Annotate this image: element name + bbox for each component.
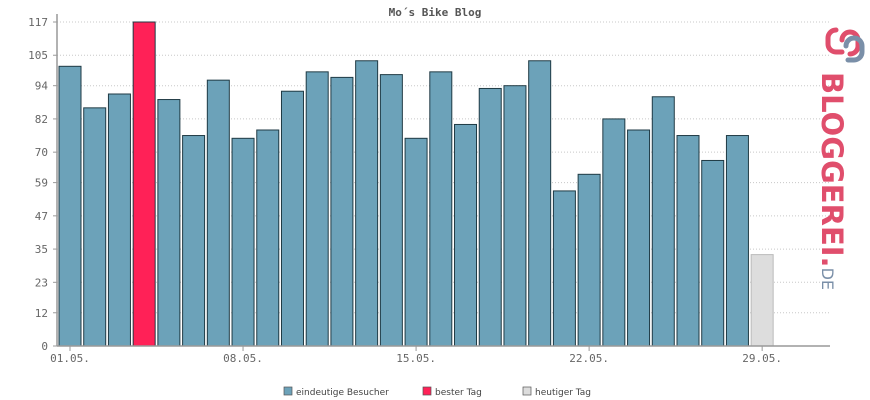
x-tick-labels: 01.05. 08.05. 15.05. 22.05. 29.05. (50, 346, 782, 365)
bar (627, 129, 651, 347)
y-tick-label: 105 (28, 49, 48, 62)
bloggerei-logo-icon (825, 27, 865, 63)
x-tick-label: 01.05. (50, 352, 90, 365)
x-tick-label: 22.05. (569, 352, 609, 365)
bar (701, 159, 725, 347)
bar (305, 71, 329, 347)
y-tick-label: 12 (35, 307, 48, 320)
legend-swatch (283, 386, 293, 396)
x-tick-label: 29.05. (742, 352, 782, 365)
y-tick-label: 117 (28, 16, 48, 29)
x-tick-label: 08.05. (223, 352, 263, 365)
bar (157, 99, 181, 347)
y-tick-label: 59 (35, 177, 48, 190)
y-tick-label: 47 (35, 210, 48, 223)
bars (58, 21, 774, 347)
bar (750, 254, 774, 347)
y-tick-label: 35 (35, 243, 48, 256)
y-tick-labels: 0 12 23 35 47 59 70 82 94 105 117 (28, 16, 48, 353)
bar (83, 107, 107, 347)
bar (231, 137, 255, 347)
bar (552, 190, 576, 347)
bar (132, 21, 156, 347)
bar (206, 79, 230, 347)
y-tick-label: 94 (35, 80, 49, 93)
legend-label: eindeutige Besucher (296, 388, 389, 398)
legend-item: eindeutige Besucher (283, 386, 389, 398)
axes (56, 14, 830, 347)
bar (478, 87, 502, 347)
y-tick-label: 23 (35, 276, 48, 289)
legend-item: bester Tag (422, 386, 482, 398)
bar (379, 74, 403, 347)
bar (107, 93, 131, 347)
bar (725, 135, 749, 347)
x-tick-label: 15.05. (396, 352, 436, 365)
bar (280, 90, 304, 347)
y-tick-label: 0 (41, 340, 48, 353)
bar (355, 60, 379, 347)
legend-swatch (422, 386, 432, 396)
legend-label: bester Tag (435, 388, 482, 398)
bar (651, 96, 675, 347)
bar (404, 137, 428, 347)
bar (58, 65, 82, 347)
bar (454, 123, 478, 347)
legend-label: heutiger Tag (535, 388, 591, 398)
bar (503, 85, 527, 347)
bar (676, 135, 700, 347)
bar (330, 76, 354, 347)
bar (602, 118, 626, 347)
bloggerei-logo[interactable]: BLOGGEREI.DE (815, 27, 865, 290)
y-tick-label: 70 (35, 146, 48, 159)
bar (429, 71, 453, 347)
legend-swatch (522, 386, 532, 396)
bar (577, 173, 601, 347)
bar (182, 135, 206, 347)
legend: eindeutige Besucher bester Tag heutiger Ta… (283, 386, 591, 398)
legend-item: heutiger Tag (522, 386, 591, 398)
chart-title: Mo´s Bike Blog (389, 6, 482, 19)
bloggerei-logo-main: BLOGGEREI. (815, 72, 849, 268)
bar (528, 60, 552, 347)
bloggerei-logo-text: BLOGGEREI.DE (815, 72, 849, 290)
y-tick-label: 82 (35, 113, 48, 126)
bar (256, 129, 280, 347)
bloggerei-logo-suffix: DE (818, 268, 837, 290)
